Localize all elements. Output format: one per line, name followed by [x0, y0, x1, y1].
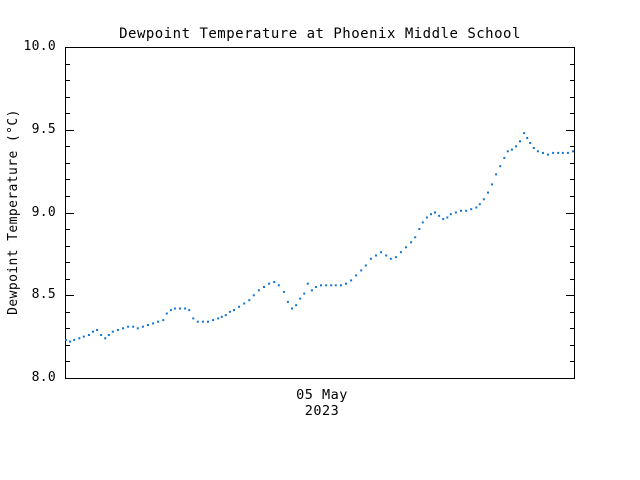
y-tick-label: 8.5: [31, 287, 56, 303]
y-tick-label: 10.0: [23, 39, 56, 54]
y-tick-label: 9.5: [31, 121, 56, 137]
dewpoint-series-dots: [65, 132, 574, 343]
chart-title: Dewpoint Temperature at Phoenix Middle S…: [119, 26, 521, 42]
y-axis-ticks: [66, 47, 574, 379]
plot-frame: [65, 47, 575, 379]
x-axis-year-label: 2023: [304, 403, 340, 419]
y-tick-label: 9.0: [31, 204, 56, 220]
x-axis-date-label: 05 May: [296, 387, 348, 403]
y-tick-label: 8.0: [31, 370, 56, 385]
